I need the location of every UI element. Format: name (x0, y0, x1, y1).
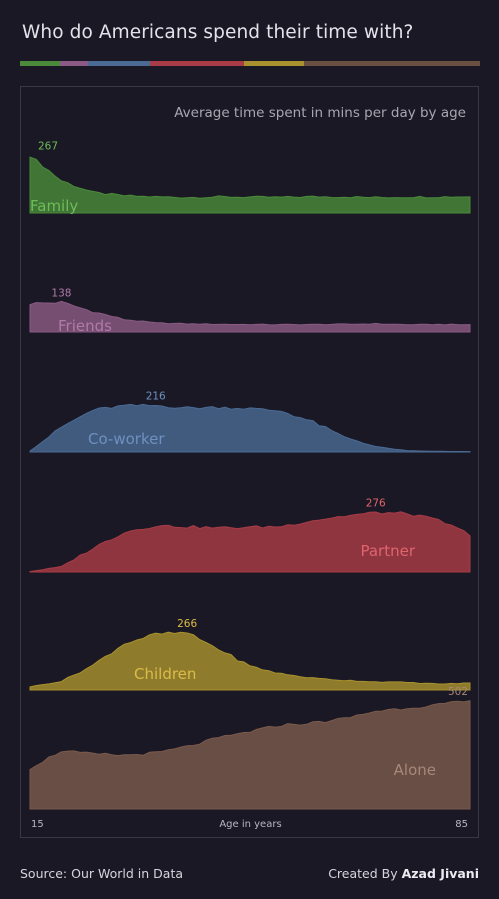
series-name-alone: Alone (394, 761, 436, 779)
series-name-children: Children (134, 665, 196, 683)
area-partner (29, 511, 471, 573)
area-family (29, 156, 471, 214)
area-friends (29, 300, 471, 333)
credit: Created By Azad Jivani (328, 866, 479, 881)
strip-alone (304, 61, 480, 66)
peak-label-partner: 276 (366, 498, 386, 510)
x-tick-end: 85 (455, 819, 468, 830)
strip-partner (150, 61, 244, 66)
source-note: Source: Our World in Data (20, 866, 184, 881)
series-name-family: Family (30, 197, 78, 215)
x-tick-start: 15 (31, 819, 44, 830)
area-alone (29, 700, 471, 810)
area-co-worker (29, 403, 471, 453)
credit-name: Azad Jivani (401, 866, 479, 881)
peak-label-alone: 502 (448, 686, 468, 698)
strip-friends (60, 61, 88, 66)
peak-label-family: 267 (38, 141, 58, 153)
peak-label-children: 266 (177, 618, 197, 630)
page-title: Who do Americans spend their time with? (22, 22, 414, 43)
chart-subtitle: Average time spent in mins per day by ag… (174, 105, 466, 121)
series-name-partner: Partner (360, 542, 415, 560)
series-name-friends: Friends (58, 317, 112, 335)
chart-panel: Average time spent in mins per day by ag… (20, 86, 479, 838)
peak-label-friends: 138 (51, 287, 71, 299)
strip-children (244, 61, 304, 66)
color-strip (20, 61, 480, 66)
area-children (29, 631, 471, 691)
strip-family (20, 61, 60, 66)
x-axis-title: Age in years (219, 819, 282, 830)
series-name-co-worker: Co-worker (88, 430, 165, 448)
strip-coworker (88, 61, 150, 66)
peak-label-co-worker: 216 (146, 391, 166, 403)
credit-prefix: Created By (328, 866, 398, 881)
